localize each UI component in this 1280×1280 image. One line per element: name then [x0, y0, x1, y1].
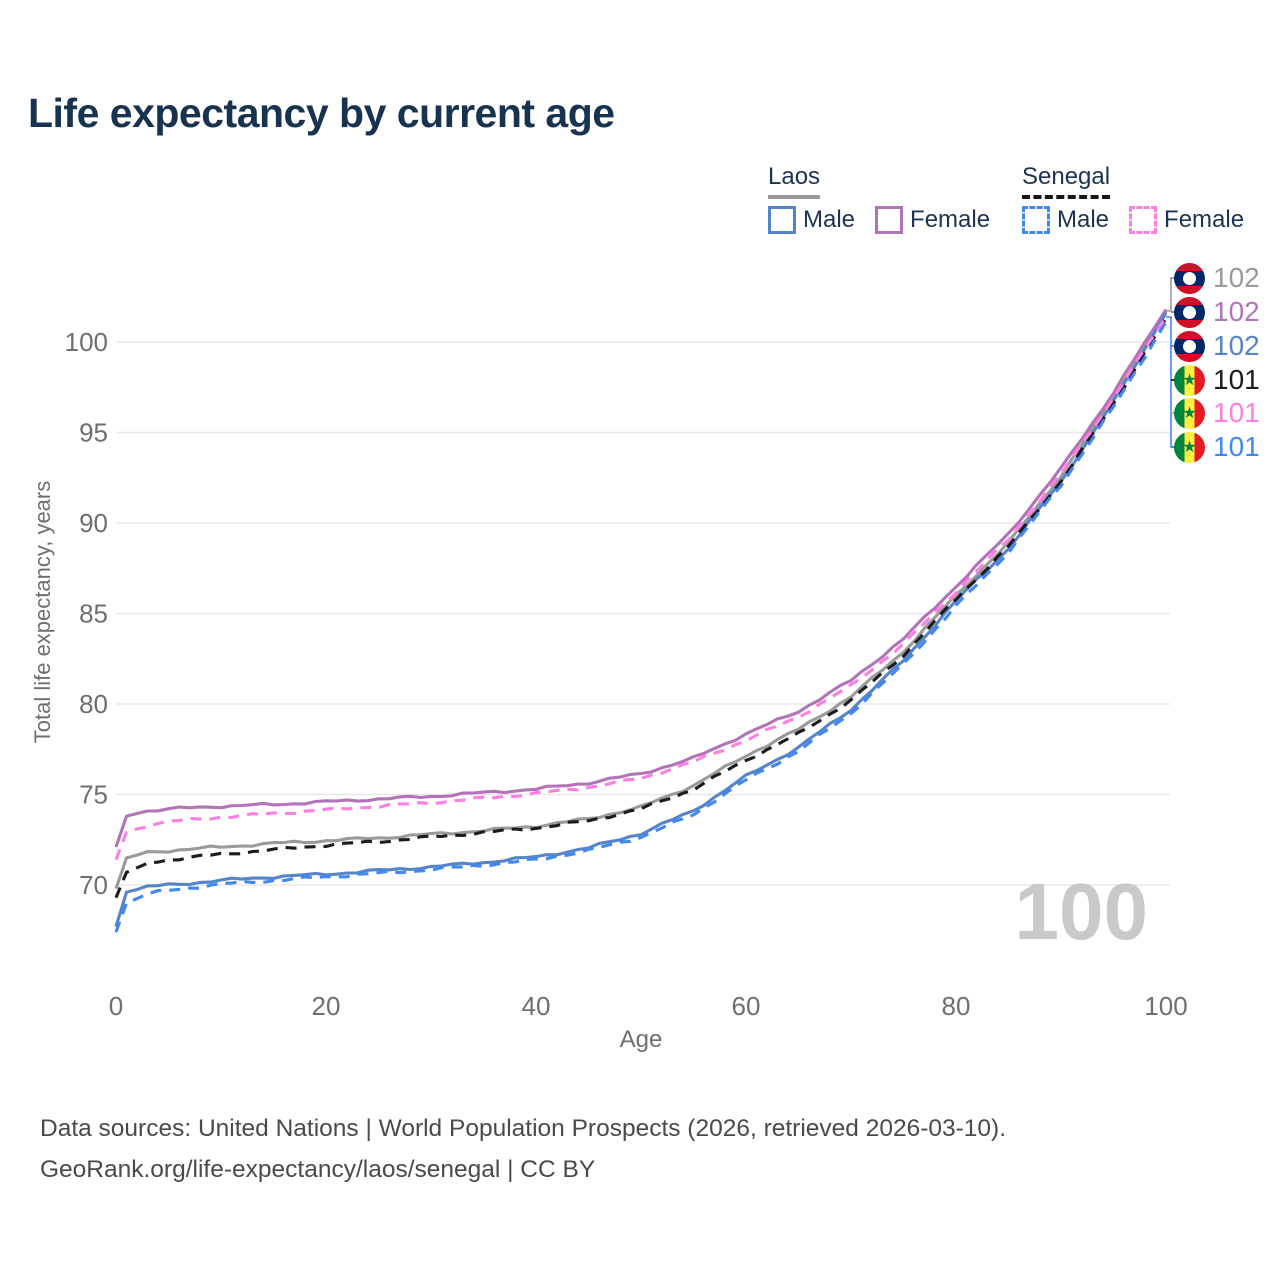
- senegal-flag-icon: [1174, 431, 1205, 463]
- legend-group-senegal: Senegal Male Female: [1022, 163, 1264, 234]
- x-tick-label: 40: [522, 991, 551, 1021]
- end-label-value: 101: [1213, 431, 1260, 462]
- footer: Data sources: United Nations | World Pop…: [40, 1108, 1006, 1190]
- laos-flag-icon: [1174, 330, 1205, 362]
- laos-flag-icon: [1174, 296, 1205, 328]
- end-label-laos-female: 102: [1174, 295, 1260, 329]
- series-line-laos-female[interactable]: [114, 308, 1168, 848]
- end-label-value: 101: [1213, 397, 1260, 428]
- page-title: Life expectancy by current age: [28, 90, 615, 136]
- y-tick-label: 75: [79, 780, 108, 810]
- footer-data-sources: Data sources: United Nations | World Pop…: [40, 1115, 1007, 1142]
- legend-item-label[interactable]: Female: [910, 206, 991, 233]
- footer-attribution: GeoRank.org/life-expectancy/laos/senegal…: [40, 1156, 596, 1183]
- y-tick-label: 90: [79, 508, 108, 538]
- x-tick-label: 0: [109, 991, 123, 1021]
- senegal-flag-icon: [1174, 364, 1205, 396]
- current-age-watermark: 100: [1014, 867, 1148, 956]
- end-label-value: 101: [1213, 364, 1260, 395]
- end-label-laos-male: 102: [1174, 329, 1260, 363]
- senegal-flag-icon: [1174, 397, 1205, 429]
- y-tick-label: 100: [65, 327, 108, 357]
- end-label-value: 102: [1213, 262, 1260, 293]
- legend-item-label[interactable]: Male: [803, 206, 856, 233]
- y-tick-label: 70: [79, 870, 108, 900]
- end-label-value: 102: [1213, 330, 1260, 361]
- x-tick-label: 60: [732, 991, 761, 1021]
- legend-group-title: Senegal: [1022, 163, 1111, 199]
- end-label-senegal-female: 101: [1174, 396, 1260, 430]
- end-label-senegal-total: 101: [1174, 363, 1260, 397]
- end-label-value: 102: [1213, 296, 1260, 327]
- end-label-senegal-male: 101: [1174, 430, 1260, 464]
- chart-plot-area[interactable]: 70 75 80 85 90 95 100 0 20 40 60 80 100: [0, 250, 1280, 1060]
- y-tick-label: 85: [79, 599, 108, 629]
- y-tick-label: 80: [79, 689, 108, 719]
- series-line-laos-total[interactable]: [114, 310, 1168, 890]
- series-line-senegal-female[interactable]: [114, 315, 1168, 861]
- series-line-senegal-total[interactable]: [114, 317, 1168, 899]
- series-line-senegal-male[interactable]: [114, 321, 1168, 933]
- legend-checkbox-senegal-female[interactable]: [1129, 206, 1158, 234]
- legend-group-title: Laos: [768, 163, 821, 199]
- legend-checkbox-laos-male[interactable]: [768, 206, 796, 234]
- legend-item-label[interactable]: Female: [1164, 206, 1245, 233]
- legend: Laos Male Female Senegal Male Female: [0, 163, 1280, 243]
- end-label-laos-total: 102: [1174, 261, 1260, 295]
- x-tick-label: 20: [312, 991, 341, 1021]
- legend-group-laos: Laos Male Female: [768, 163, 1010, 234]
- series-line-laos-male[interactable]: [114, 312, 1168, 928]
- x-tick-label: 100: [1144, 991, 1187, 1021]
- legend-checkbox-senegal-male[interactable]: [1022, 206, 1050, 234]
- x-axis-title: Age: [619, 1026, 663, 1053]
- x-tick-label: 80: [942, 991, 971, 1021]
- legend-checkbox-laos-female[interactable]: [875, 206, 904, 234]
- laos-flag-icon: [1174, 262, 1205, 294]
- y-tick-label: 95: [79, 418, 108, 448]
- legend-item-label[interactable]: Male: [1057, 206, 1110, 233]
